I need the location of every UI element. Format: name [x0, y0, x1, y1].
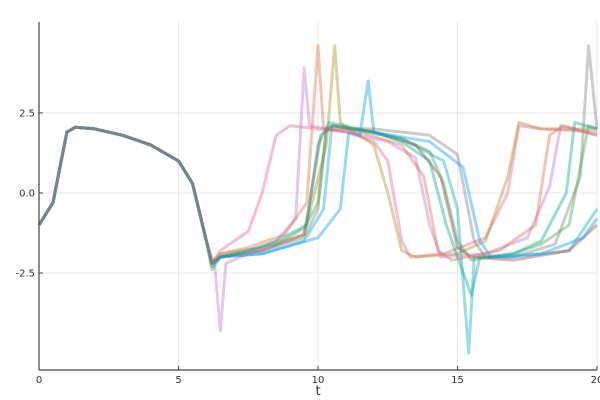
- series-line-4: [37, 124, 599, 355]
- ticks: 0 5 10 15 20 2.5 0.0 -2.5: [15, 108, 600, 386]
- grid: [38, 22, 598, 370]
- x-tick-label: 10: [312, 375, 325, 386]
- y-tick-label: -2.5: [15, 268, 35, 279]
- x-tick-label: 15: [451, 375, 464, 386]
- y-tick-label: 2.5: [19, 108, 35, 119]
- y-tick-label: 0.0: [19, 188, 35, 199]
- series-line-7: [37, 66, 598, 333]
- series-line-2: [37, 44, 597, 265]
- series-line-3: [37, 44, 599, 265]
- series-line-6: [37, 124, 598, 272]
- series-lines: [37, 44, 599, 355]
- x-tick-label: 20: [591, 375, 600, 386]
- x-tick-label: 5: [175, 375, 181, 386]
- series-line-8: [37, 121, 598, 297]
- x-axis-label: t: [315, 384, 320, 399]
- series-line-5: [37, 124, 599, 265]
- series-line-9: [37, 79, 599, 265]
- x-tick-label: 0: [36, 375, 42, 386]
- series-line-1: [37, 124, 598, 265]
- series-line-10: [37, 44, 598, 265]
